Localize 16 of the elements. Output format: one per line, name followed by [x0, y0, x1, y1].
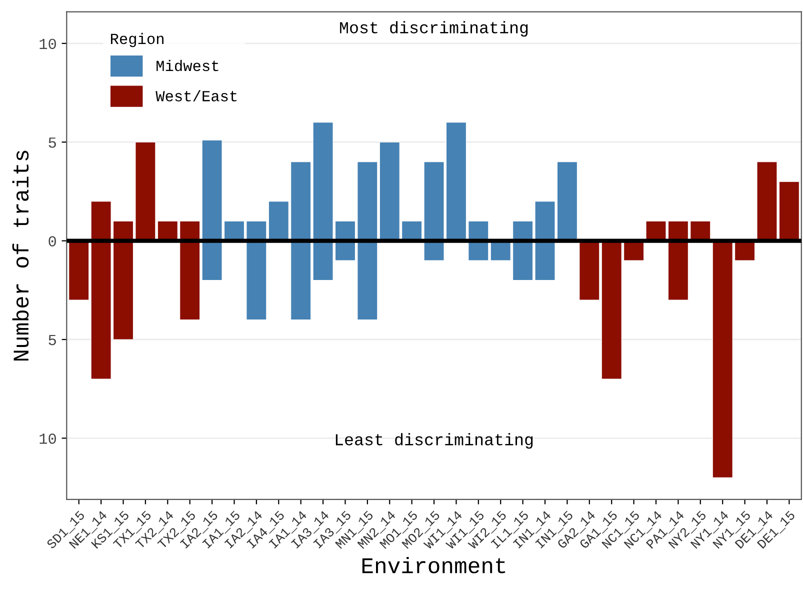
y-tick-label: 10 — [40, 38, 56, 50]
bar — [424, 240, 444, 261]
y-tick-label: 5 — [48, 334, 56, 346]
bar — [668, 240, 688, 300]
legend-title: Region — [110, 32, 164, 48]
x-axis-title: Environment — [362, 556, 506, 574]
bar — [246, 240, 267, 320]
legend-label: West/East — [156, 90, 237, 102]
y-axis-title: Number of traits — [12, 150, 29, 361]
annotation: Most discriminating — [340, 21, 528, 37]
y-tick-label: 5 — [48, 138, 56, 148]
legend-label: Midwest — [156, 60, 218, 72]
annotation: Least discriminating — [336, 433, 533, 449]
y-tick-label: 0 — [48, 236, 56, 246]
bar — [579, 240, 600, 300]
y-tick-label: 10 — [40, 434, 56, 444]
